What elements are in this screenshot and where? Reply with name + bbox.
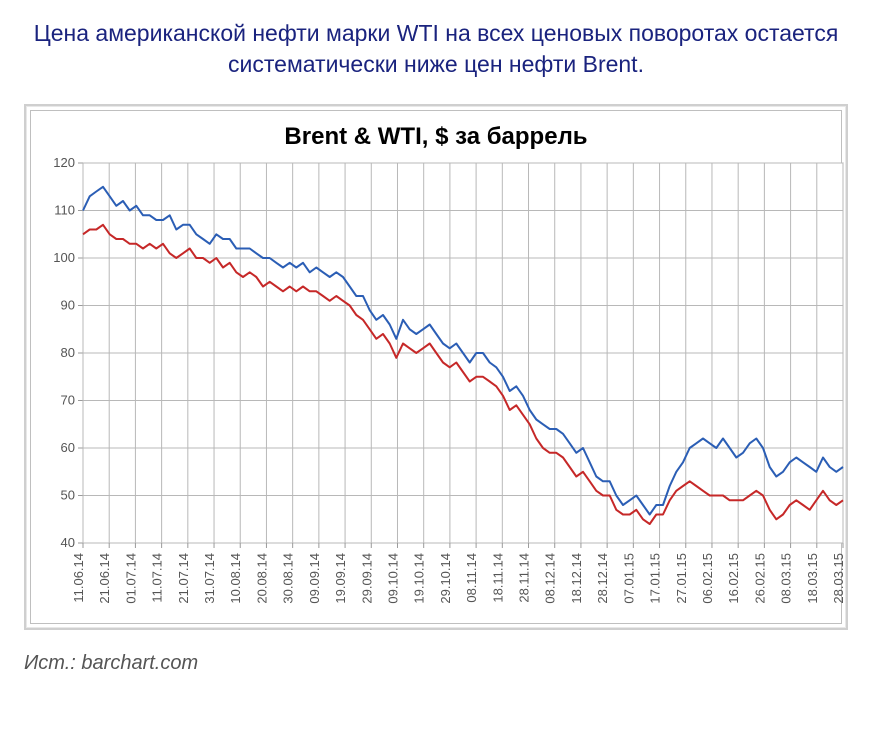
x-tick-label: 10.08.14 [228, 553, 243, 604]
x-tick-label: 08.12.14 [543, 553, 558, 604]
x-tick-label: 29.10.14 [438, 553, 453, 604]
x-tick-label: 08.11.14 [464, 553, 479, 603]
x-tick-label: 19.10.14 [412, 553, 427, 604]
x-tick-label: 30.08.14 [281, 553, 296, 604]
x-tick-label: 17.01.15 [648, 553, 663, 604]
x-tick-label: 16.02.15 [726, 553, 741, 604]
chart-frame-outer: Brent & WTI, $ за баррель 40 50 60 70 80 90 10… [24, 104, 848, 630]
chart-title: Brent & WTI, $ за баррель [37, 123, 835, 151]
x-tick-label: 08.03.15 [779, 553, 794, 604]
x-tick-label: 28.11.14 [517, 553, 532, 603]
chart-plot: 40 50 60 70 80 90 100 110 120 11.06.14 21.06.14 01.… [37, 157, 835, 617]
x-tick-label: 20.08.14 [254, 553, 269, 604]
x-tick-label: 21.06.14 [97, 553, 112, 604]
x-tick-label: 18.12.14 [569, 553, 584, 604]
x-tick-label: 09.09.14 [307, 553, 322, 604]
source-attribution: Ист.: barchart.com [24, 652, 848, 675]
y-tick-label: 40 [61, 535, 75, 550]
y-tick-label: 50 [61, 488, 75, 503]
y-tick-label: 60 [61, 440, 75, 455]
x-tick-label: 06.02.15 [700, 553, 715, 604]
x-tick-label: 18.11.14 [490, 553, 505, 603]
x-tick-label: 26.02.15 [752, 553, 767, 604]
x-tick-label: 21.07.14 [176, 553, 191, 604]
x-tick-label: 27.01.15 [674, 553, 689, 604]
x-tick-label: 29.09.14 [359, 553, 374, 604]
chart-frame-inner: Brent & WTI, $ за баррель 40 50 60 70 80 90 10… [30, 110, 842, 624]
x-tick-label: 09.10.14 [385, 553, 400, 604]
page-headline: Цена американской нефти марки WTI на все… [24, 18, 848, 80]
y-tick-label: 70 [61, 393, 75, 408]
x-tick-label: 18.03.15 [805, 553, 820, 604]
y-tick-label: 80 [61, 345, 75, 360]
x-tick-label: 11.07.14 [150, 553, 165, 603]
y-tick-label: 90 [61, 298, 75, 313]
x-tick-label: 28.12.14 [595, 553, 610, 604]
x-tick-label: 28.03.15 [831, 553, 846, 604]
x-tick-label: 19.09.14 [333, 553, 348, 604]
x-tick-label: 11.06.14 [71, 553, 86, 603]
x-tick-label: 01.07.14 [123, 553, 138, 604]
x-tick-label: 07.01.15 [621, 553, 636, 604]
y-tick-label: 100 [53, 250, 75, 265]
line-chart-svg: 40 50 60 70 80 90 100 110 120 11.06.14 21.06.14 01.… [37, 157, 853, 617]
x-tick-label: 31.07.14 [202, 553, 217, 604]
y-tick-label: 120 [53, 157, 75, 170]
y-tick-label: 110 [54, 203, 75, 218]
